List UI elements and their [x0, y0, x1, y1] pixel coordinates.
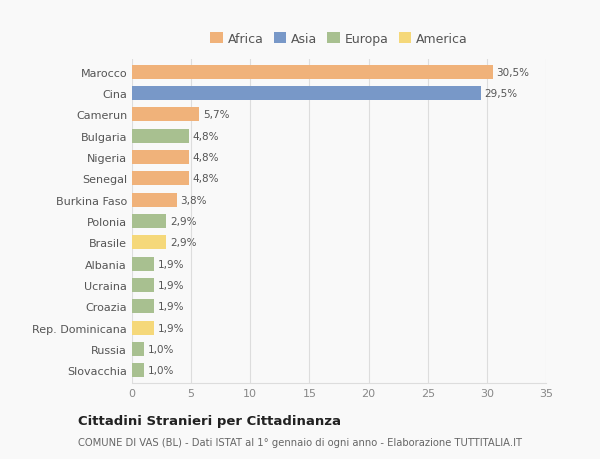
- Text: 2,9%: 2,9%: [170, 238, 196, 248]
- Bar: [132, 321, 154, 335]
- Bar: [132, 87, 481, 101]
- Text: Cittadini Stranieri per Cittadinanza: Cittadini Stranieri per Cittadinanza: [78, 414, 341, 428]
- Text: 1,9%: 1,9%: [158, 323, 185, 333]
- Bar: [132, 279, 154, 292]
- Text: 1,9%: 1,9%: [158, 302, 185, 312]
- Bar: [132, 257, 154, 271]
- Bar: [132, 172, 189, 186]
- Text: 1,9%: 1,9%: [158, 280, 185, 291]
- Text: 1,9%: 1,9%: [158, 259, 185, 269]
- Text: 4,8%: 4,8%: [193, 131, 219, 141]
- Text: 29,5%: 29,5%: [484, 89, 518, 99]
- Bar: [132, 300, 154, 313]
- Bar: [132, 214, 166, 229]
- Bar: [132, 236, 166, 250]
- Text: 4,8%: 4,8%: [193, 152, 219, 162]
- Bar: [132, 151, 189, 164]
- Text: 4,8%: 4,8%: [193, 174, 219, 184]
- Text: 3,8%: 3,8%: [181, 195, 207, 205]
- Text: 2,9%: 2,9%: [170, 217, 196, 226]
- Bar: [132, 364, 144, 377]
- Legend: Africa, Asia, Europa, America: Africa, Asia, Europa, America: [208, 30, 470, 48]
- Text: 30,5%: 30,5%: [496, 67, 529, 78]
- Bar: [132, 108, 199, 122]
- Text: 5,7%: 5,7%: [203, 110, 229, 120]
- Bar: [132, 66, 493, 79]
- Bar: [132, 129, 189, 143]
- Text: COMUNE DI VAS (BL) - Dati ISTAT al 1° gennaio di ogni anno - Elaborazione TUTTIT: COMUNE DI VAS (BL) - Dati ISTAT al 1° ge…: [78, 437, 522, 447]
- Text: 1,0%: 1,0%: [148, 365, 174, 375]
- Text: 1,0%: 1,0%: [148, 344, 174, 354]
- Bar: [132, 342, 144, 356]
- Bar: [132, 193, 177, 207]
